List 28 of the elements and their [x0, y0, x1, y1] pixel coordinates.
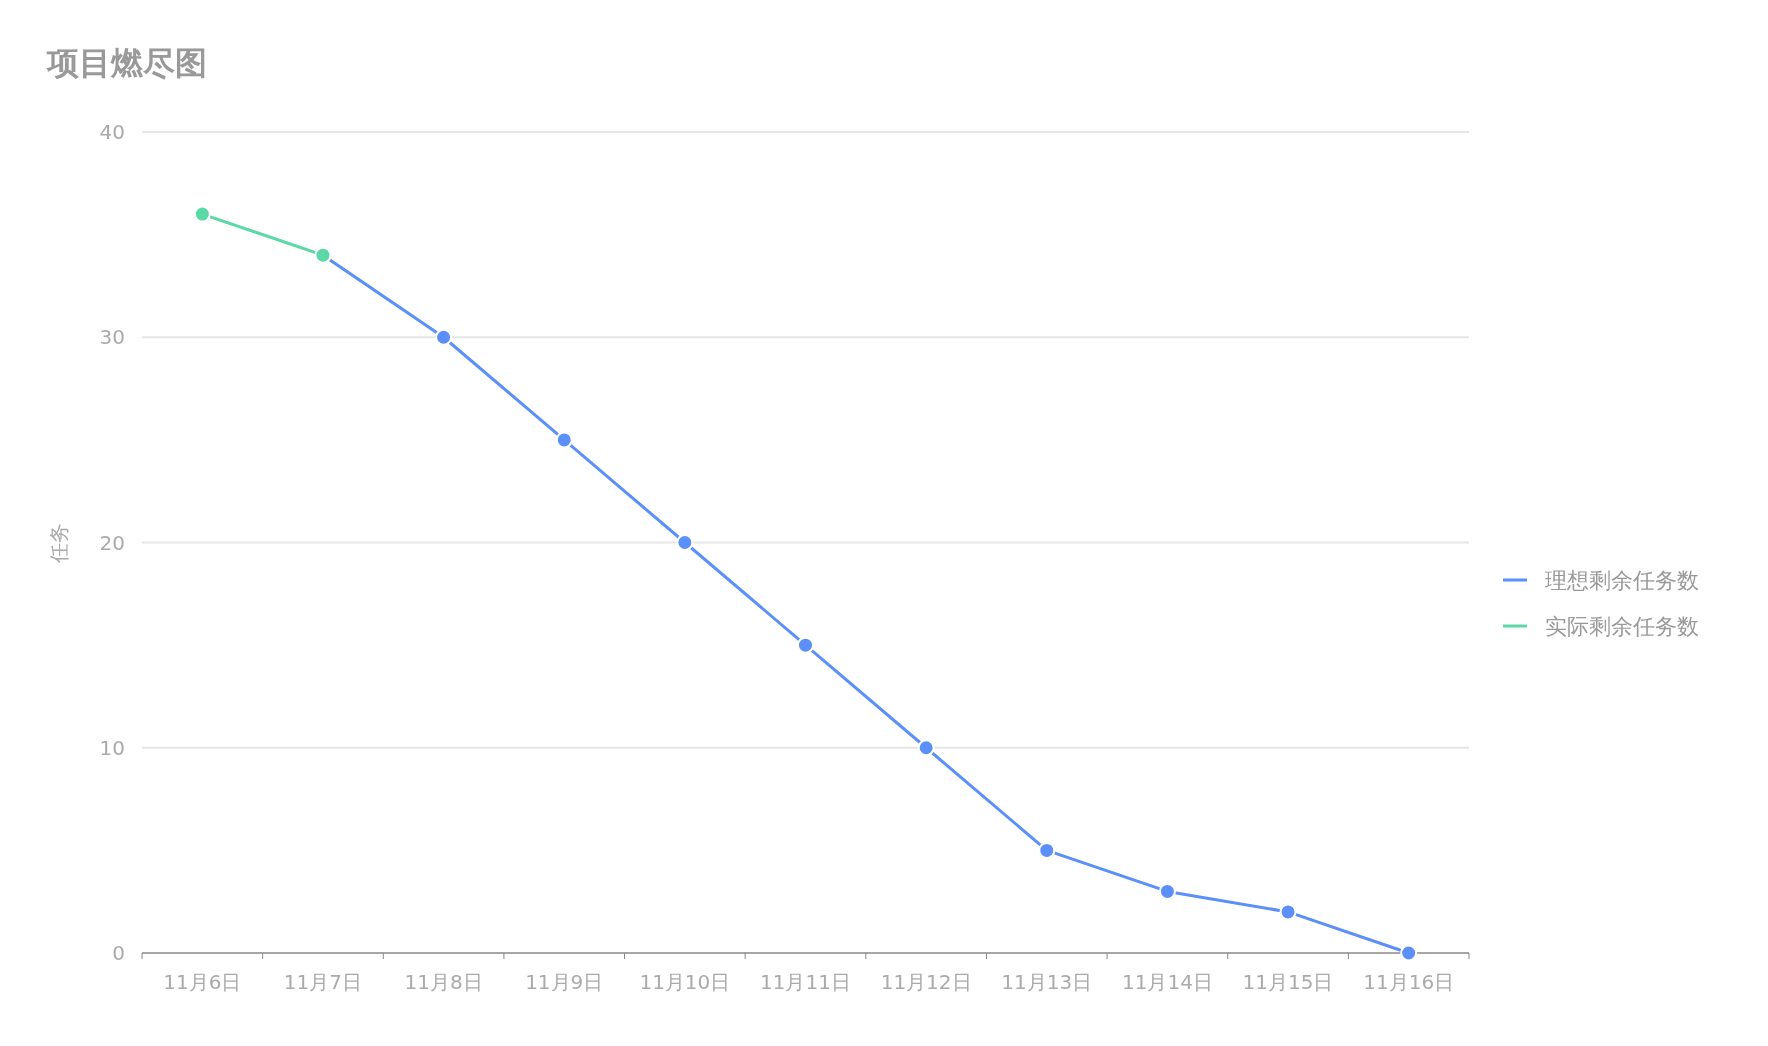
y-tick-label: 40	[99, 120, 125, 144]
y-tick-label: 0	[112, 941, 125, 965]
point	[193, 205, 211, 223]
y-axis-title: 任务	[47, 522, 71, 564]
x-tick-label: 11月6日	[163, 970, 242, 994]
x-tick-label: 11月15日	[1242, 970, 1334, 994]
point	[676, 534, 694, 551]
x-tick-label: 11月13日	[1001, 970, 1093, 994]
point	[555, 431, 573, 449]
legend-label: 理想剩余任务数	[1545, 568, 1699, 593]
x-tick-label: 11月16日	[1363, 970, 1455, 994]
x-tick-label: 11月9日	[525, 970, 604, 994]
x-tick-label: 11月8日	[404, 970, 483, 994]
y-tick-label: 10	[99, 735, 125, 760]
legend-label: 实际剩余任务数	[1545, 614, 1699, 639]
point	[797, 636, 814, 654]
x-tick-label: 11月14日	[1121, 970, 1213, 994]
point	[435, 328, 453, 346]
point	[917, 739, 935, 757]
y-tick-label: 30	[99, 325, 125, 350]
y-tick-label: 20	[99, 530, 125, 555]
x-tick-label: 11月7日	[283, 970, 363, 994]
point	[1279, 903, 1297, 921]
point	[1400, 944, 1418, 962]
chart-title: 项目燃尽图	[46, 44, 207, 82]
x-tick-label: 11月10日	[639, 970, 731, 994]
x-tick-label: 11月11日	[760, 970, 851, 994]
x-tick-label: 11月12日	[880, 970, 972, 994]
